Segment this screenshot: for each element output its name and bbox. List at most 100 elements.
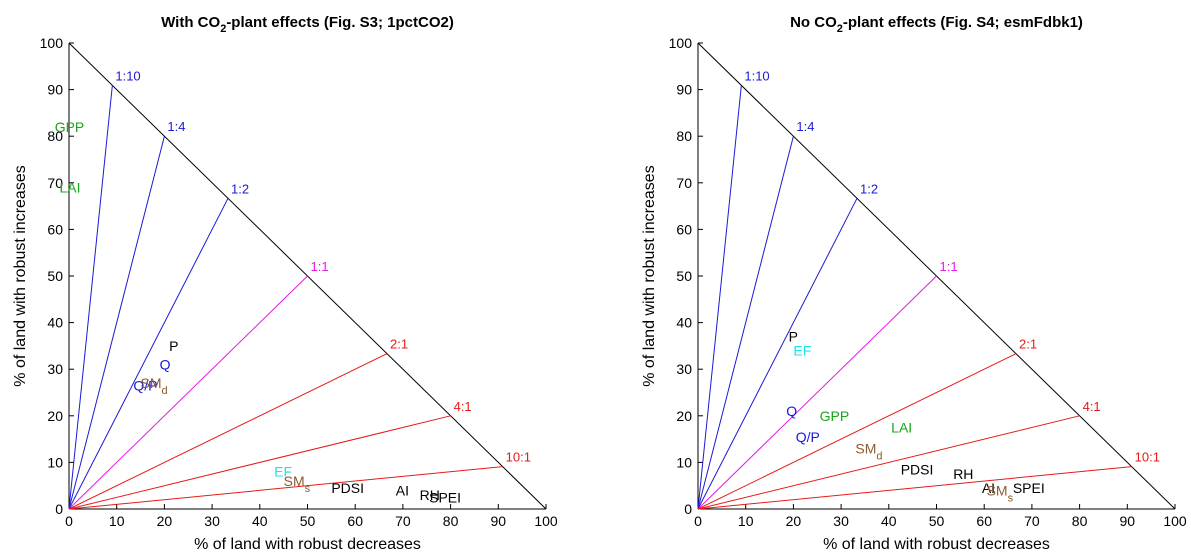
point-label: PDSI xyxy=(901,461,934,477)
ratio-label: 4:1 xyxy=(454,399,472,414)
ratio-line-4-1 xyxy=(68,415,451,510)
x-tick-label: 60 xyxy=(976,513,992,529)
point-label-text: Q/P xyxy=(133,378,157,394)
point-label: SMs xyxy=(284,473,311,495)
x-tick-label: 70 xyxy=(1024,513,1040,529)
point-label-text: EF xyxy=(793,343,811,359)
y-tick-label: 100 xyxy=(40,35,64,51)
ratio-line-10-1 xyxy=(68,466,503,510)
x-tick-label: 70 xyxy=(395,513,411,529)
x-axis-label: % of land with robust decreases xyxy=(823,536,1050,553)
point-label-text: SM xyxy=(141,375,162,391)
y-tick-label: 40 xyxy=(47,315,63,331)
y-tick-label: 10 xyxy=(47,454,63,470)
point-label-text: P xyxy=(789,329,798,345)
ratio-label: 10:1 xyxy=(1135,450,1160,465)
ratio-line-2-1 xyxy=(697,353,1017,510)
point-label-subscript: d xyxy=(876,450,882,462)
y-tick-label: 20 xyxy=(47,408,63,424)
point-label-text: LAI xyxy=(59,179,80,195)
ratio-label: 1:4 xyxy=(796,119,814,134)
ratio-line-1-1 xyxy=(697,275,937,510)
x-tick-label: 60 xyxy=(347,513,363,529)
point-label-subscript: d xyxy=(162,385,168,397)
y-tick-label: 10 xyxy=(676,454,692,470)
x-tick-label: 80 xyxy=(443,513,459,529)
y-tick-label: 60 xyxy=(47,221,63,237)
chart-title-part: No CO xyxy=(790,14,837,31)
chart-title: With CO2-plant effects (Fig. S3; 1pctCO2… xyxy=(161,14,454,35)
ratio-label: 1:10 xyxy=(744,68,769,83)
point-label: EF xyxy=(274,464,292,480)
point-label: AI xyxy=(396,482,409,498)
point-label-subscript: s xyxy=(305,483,311,495)
ratio-line-1-4 xyxy=(68,136,165,510)
ratio-label: 1:2 xyxy=(860,181,878,196)
ratio-label: 1:1 xyxy=(311,259,329,274)
ratio-label: 1:2 xyxy=(231,181,249,196)
point-label-text: RH xyxy=(420,487,440,503)
x-tick-label: 10 xyxy=(738,513,754,529)
y-tick-label: 90 xyxy=(676,82,692,98)
point-label: LAI xyxy=(891,419,912,435)
chart-title: No CO2-plant effects (Fig. S4; esmFdbk1) xyxy=(790,14,1083,35)
y-tick-label: 80 xyxy=(676,128,692,144)
x-tick-label: 50 xyxy=(300,513,316,529)
point-label: PDSI xyxy=(331,480,364,496)
y-axis-label: % of land with robust increases xyxy=(12,165,29,386)
y-tick-label: 70 xyxy=(47,175,63,191)
ratio-label: 1:10 xyxy=(115,68,140,83)
chart-panel-1: 0 10 20 30 40 50 60 70 80 90 100 0 10 20 30 40 50 60 70 80 9… xyxy=(12,14,558,553)
ratio-line-1-10 xyxy=(68,85,113,510)
point-label-text: EF xyxy=(274,464,292,480)
point-label: Q xyxy=(160,357,171,373)
ratio-line-1-4 xyxy=(697,136,794,510)
point-label: GPP xyxy=(55,119,85,135)
point-label-text: SM xyxy=(284,473,305,489)
y-tick-label: 40 xyxy=(676,315,692,331)
y-tick-label: 50 xyxy=(47,268,63,284)
point-label-text: Q/P xyxy=(796,429,820,445)
y-tick-label: 100 xyxy=(669,35,693,51)
x-tick-label: 50 xyxy=(929,513,945,529)
chart-title-part: -plant effects (Fig. S3; 1pctCO2) xyxy=(226,14,454,31)
point-label: EF xyxy=(793,343,811,359)
y-tick-label: 30 xyxy=(47,361,63,377)
point-label-text: SPEI xyxy=(1013,480,1045,496)
point-label-text: GPP xyxy=(55,119,85,135)
point-label: AI xyxy=(982,480,995,496)
ratio-label: 2:1 xyxy=(390,337,408,352)
ratio-line-1-2 xyxy=(68,198,229,510)
point-label-text: LAI xyxy=(891,419,912,435)
point-label: SMs xyxy=(987,482,1014,504)
y-tick-label: 0 xyxy=(55,501,63,517)
ratio-line-1-10 xyxy=(697,85,742,510)
x-tick-label: 40 xyxy=(252,513,268,529)
y-tick-label: 90 xyxy=(47,82,63,98)
ratio-line-4-1 xyxy=(697,415,1080,510)
x-tick-label: 90 xyxy=(491,513,507,529)
point-label: SMd xyxy=(141,375,168,397)
point-label: LAI xyxy=(59,179,80,195)
point-label: Q/P xyxy=(796,429,820,445)
y-tick-label: 0 xyxy=(684,501,692,517)
y-axis-label: % of land with robust increases xyxy=(641,165,658,386)
x-tick-label: 100 xyxy=(1163,513,1187,529)
x-tick-label: 100 xyxy=(534,513,558,529)
y-tick-label: 80 xyxy=(47,128,63,144)
ratio-line-2-1 xyxy=(68,353,388,510)
ratio-label: 1:4 xyxy=(167,119,185,134)
x-axis-label: % of land with robust decreases xyxy=(194,536,421,553)
y-tick-label: 50 xyxy=(676,268,692,284)
point-label-text: Q xyxy=(786,403,797,419)
point-label-text: AI xyxy=(396,482,409,498)
x-tick-label: 0 xyxy=(694,513,702,529)
chart-title-subscript: 2 xyxy=(220,23,226,35)
y-tick-label: 20 xyxy=(676,408,692,424)
x-tick-label: 30 xyxy=(204,513,220,529)
point-label-text: P xyxy=(169,338,178,354)
chart-panel-2: 0 10 20 30 40 50 60 70 80 90 100 0 10 20 30 40 50 60 70 80 9… xyxy=(641,14,1187,553)
point-label: RH xyxy=(953,466,973,482)
x-tick-label: 20 xyxy=(786,513,802,529)
